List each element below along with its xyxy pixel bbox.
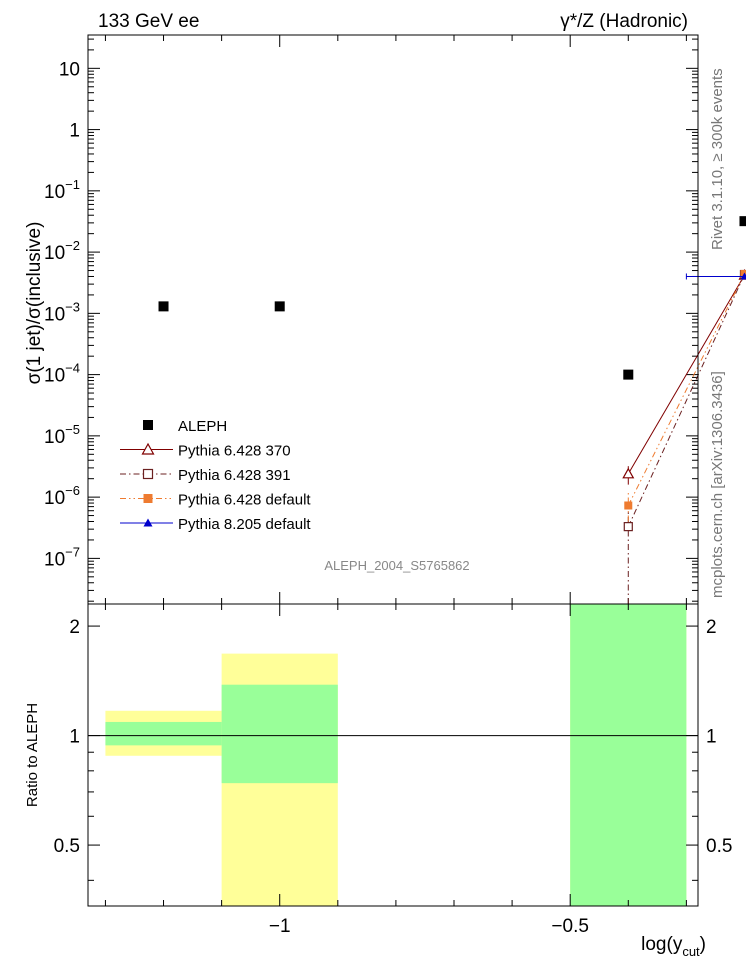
y-tick-label-base: 10 (44, 549, 65, 570)
y-tick-label: 10 (59, 59, 80, 80)
x-axis-label-main: log(y (641, 934, 683, 955)
legend-entry: Pythia 6.428 391 (120, 467, 291, 484)
data-point (623, 522, 633, 532)
ratio-y-tick-label: 0.5 (54, 836, 80, 857)
y-tick-label: 10−7 (44, 544, 80, 570)
y-tick-label-base: 10 (44, 488, 65, 509)
legend-marker (142, 468, 154, 480)
data-point (739, 216, 746, 227)
y-tick-label: 1 (69, 121, 80, 142)
legend-label: Pythia 6.428 default (178, 492, 311, 509)
x-axis-label: log(ycut) (641, 934, 706, 959)
y-tick-label-exponent: −2 (65, 238, 80, 253)
data-point (623, 369, 634, 380)
y-tick-label: 10−2 (44, 238, 80, 264)
y-tick-label: 10−3 (44, 299, 80, 325)
ratio-y-tick-label: 2 (69, 617, 80, 638)
y-tick-label-base: 1 (69, 121, 80, 142)
series-pythia-6-428-370 (622, 268, 746, 485)
y-tick-label: 10−5 (44, 422, 80, 448)
legend-marker (143, 494, 153, 503)
x-tick-label: −1 (269, 916, 291, 937)
legend-marker (141, 442, 155, 455)
x-tick-label: −0.5 (551, 916, 589, 937)
y-tick-label-base: 10 (59, 59, 80, 80)
series-line (627, 274, 745, 527)
energy-label: 133 GeV ee (98, 11, 199, 32)
y-tick-label-exponent: −1 (65, 177, 80, 192)
legend-marker (143, 518, 153, 527)
ratio-y-label: Ratio to ALEPH (24, 703, 41, 807)
rivet-version-label: Rivet 3.1.10, ≥ 300k events (709, 68, 726, 250)
x-axis-label-close: ) (700, 934, 706, 955)
y-tick-label-exponent: −3 (65, 299, 80, 314)
y-tick-label-base: 10 (44, 182, 65, 203)
uncertainty-band-green (221, 684, 338, 784)
y-tick-label-base: 10 (44, 366, 65, 387)
legend-label: ALEPH (178, 418, 227, 435)
uncertainty-band-green (105, 721, 222, 746)
ratio-y-tick-label: 1 (69, 727, 80, 748)
uncertainty-band-green (570, 604, 687, 906)
series-aleph (158, 216, 746, 380)
y-tick-label-exponent: −4 (65, 361, 80, 376)
series-pythia-8-205-default (685, 272, 746, 280)
y-tick-label-exponent: −7 (65, 544, 80, 559)
y-tick-label-exponent: −5 (65, 422, 80, 437)
data-point (622, 467, 635, 479)
legend-entry: Pythia 6.428 default (120, 492, 311, 509)
y-tick-label-base: 10 (44, 427, 65, 448)
series-line (627, 274, 745, 475)
data-point (740, 272, 746, 280)
series-pythia-6-428-391 (623, 269, 746, 604)
ratio-y-tick-label-right: 2 (706, 617, 717, 638)
data-point (158, 301, 169, 312)
ratio-frame (87, 603, 699, 907)
series-pythia-6-428-default (624, 269, 746, 522)
data-point (740, 269, 746, 278)
y-tick-label: 10−1 (44, 177, 80, 203)
y-tick-label-base: 10 (44, 304, 65, 325)
y-tick-label-base: 10 (44, 243, 65, 264)
ratio-axes: −1 −0.5 0.5 0.5 1 1 2 2 (54, 604, 732, 937)
main-series (158, 216, 746, 604)
x-axis-label-sub: cut (682, 944, 700, 959)
legend-label: Pythia 6.428 370 (178, 443, 291, 460)
legend-marker (143, 420, 153, 430)
legend-label: Pythia 8.205 default (178, 516, 311, 533)
legend-entry: ALEPH (143, 418, 227, 435)
legend-label: Pythia 6.428 391 (178, 467, 291, 484)
ratio-bands (88, 604, 698, 906)
legend-entry: Pythia 8.205 default (120, 516, 311, 533)
data-point (624, 501, 633, 510)
ratio-y-tick-label-right: 1 (706, 727, 717, 748)
ratio-plot-panel: −1 −0.5 0.5 0.5 1 1 2 2 Ratio to ALEPH log(ycut… (24, 603, 732, 959)
y-tick-label: 10−6 (44, 483, 80, 509)
y-axis-label: σ(1 jet)/σ(inclusive) (24, 222, 45, 385)
series-line (627, 273, 745, 506)
y-tick-label: 10−4 (44, 361, 80, 387)
mcplots-label: mcplots.cern.ch [arXiv:1306.3436] (709, 371, 726, 598)
analysis-id-label: ALEPH_2004_S5765862 (324, 558, 469, 573)
data-point (274, 301, 285, 312)
y-tick-label-exponent: −6 (65, 483, 80, 498)
process-label: γ*/Z (Hadronic) (560, 11, 688, 32)
legend: ALEPH Pythia 6.428 370 Pythia 6.428 391 Pyt… (120, 418, 311, 533)
legend-entry: Pythia 6.428 370 (120, 443, 291, 460)
ratio-y-tick-label-right: 0.5 (706, 836, 732, 857)
